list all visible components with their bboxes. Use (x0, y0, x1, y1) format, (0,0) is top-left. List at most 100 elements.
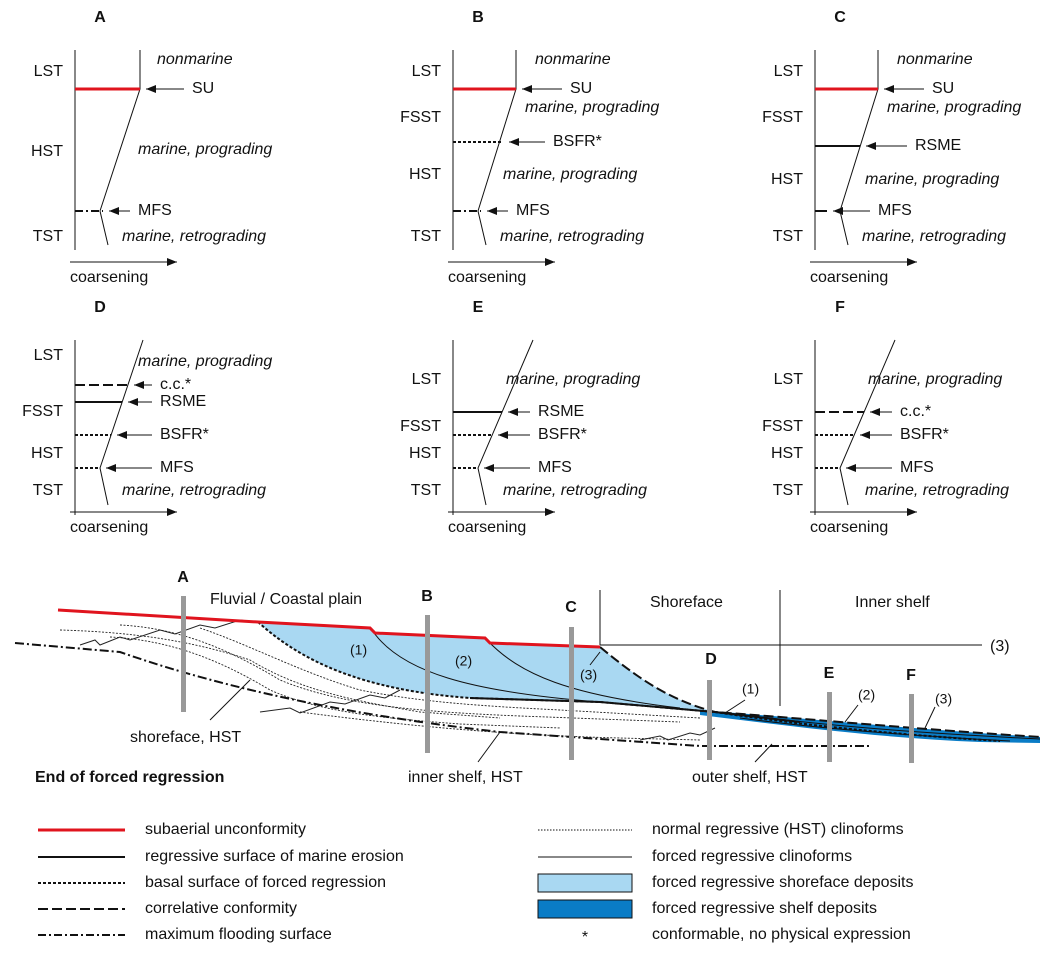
well (909, 694, 914, 763)
systems-tract: LST (34, 347, 64, 364)
panel-letter: A (94, 9, 106, 26)
legend-label: forced regressive shelf deposits (652, 900, 877, 917)
systems-tract: TST (773, 228, 803, 245)
panel-letter: E (473, 299, 484, 316)
leader (478, 732, 500, 762)
systems-tract: LST (774, 63, 804, 80)
facies: marine, retrograding (122, 482, 266, 499)
panel: FLSTFSSTHSTTSTmarine, progradingmarine, … (762, 299, 1009, 536)
section-title: End of forced regression (35, 769, 224, 786)
surface-label: c.c.* (160, 376, 191, 393)
zone-label: Shoreface (650, 594, 723, 611)
surface-label: SU (570, 80, 592, 97)
zigzag (640, 728, 715, 740)
well-label: B (421, 588, 433, 605)
systems-tract: FSST (762, 418, 803, 435)
page: Forced regression diagram body { margin:… (0, 0, 1052, 954)
well-label: D (705, 651, 717, 668)
systems-tract: HST (31, 143, 63, 160)
facies: marine, retrograding (122, 228, 266, 245)
well-label: A (177, 569, 189, 586)
legend-label: forced regressive clinoforms (652, 848, 852, 865)
panel: CLSTFSSTHSTTSTnonmarinemarine, progradin… (762, 9, 1021, 286)
deposit-label: outer shelf, HST (692, 769, 808, 786)
deposit-label: inner shelf, HST (408, 769, 523, 786)
legend-label: maximum flooding surface (145, 926, 332, 943)
facies: nonmarine (157, 51, 233, 68)
facies: marine, retrograding (503, 482, 647, 499)
facies: marine, prograding (138, 141, 272, 158)
legend: subaerial unconformity regressive surface… (38, 821, 913, 946)
surface-label: BSFR* (553, 133, 602, 150)
grain-profile (100, 340, 143, 505)
legend-label: subaerial unconformity (145, 821, 306, 838)
systems-tract: LST (412, 371, 442, 388)
axis-label: coarsening (448, 269, 526, 286)
systems-tract: FSST (22, 403, 63, 420)
facies: marine, prograding (865, 171, 999, 188)
surface-label: RSME (160, 393, 206, 410)
panel-letter: F (835, 299, 845, 316)
grain-profile (840, 340, 895, 505)
zone-label: Inner shelf (855, 594, 930, 611)
facies: marine, prograding (868, 371, 1002, 388)
clinoform-label: (1) (742, 681, 759, 697)
facies: marine, retrograding (500, 228, 644, 245)
systems-tract: HST (771, 445, 803, 462)
well (707, 680, 712, 760)
reference-label: (3) (990, 638, 1010, 655)
grain-profile (840, 50, 878, 245)
well (569, 627, 574, 760)
clinoform-label: (2) (455, 653, 472, 669)
legend-label: correlative conformity (145, 900, 297, 917)
surface-label: MFS (878, 202, 912, 219)
leader (725, 700, 745, 713)
well (425, 615, 430, 753)
facies: marine, retrograding (862, 228, 1006, 245)
facies: marine, retrograding (865, 482, 1009, 499)
surface-label: SU (932, 80, 954, 97)
surface-label: RSME (915, 137, 961, 154)
clinoform-label: (3) (935, 691, 952, 707)
surface-label: MFS (160, 459, 194, 476)
panel-letter: C (834, 9, 846, 26)
axis-label: coarsening (70, 269, 148, 286)
deposit-label: shoreface, HST (130, 729, 241, 746)
surface-label: MFS (516, 202, 550, 219)
surface-label: BSFR* (900, 426, 949, 443)
systems-tract: TST (411, 482, 441, 499)
leader (925, 707, 935, 728)
surface-label: c.c.* (900, 403, 931, 420)
body: {"panels": [ {"letter": "A", "tracts": [… (0, 0, 1052, 954)
clinoform-label: (3) (580, 667, 597, 683)
facies: marine, prograding (887, 99, 1021, 116)
grain-profile (100, 50, 140, 245)
axis-label: coarsening (810, 269, 888, 286)
facies: nonmarine (535, 51, 611, 68)
legend-label: basal surface of forced regression (145, 874, 386, 891)
systems-tract: TST (411, 228, 441, 245)
grain-profile (478, 340, 533, 505)
well-label: E (824, 665, 835, 682)
surface-label: BSFR* (160, 426, 209, 443)
systems-tract: HST (409, 445, 441, 462)
systems-tract: FSST (400, 109, 441, 126)
facies: marine, prograding (503, 166, 637, 183)
surface-label: MFS (538, 459, 572, 476)
clinoform-label: (2) (858, 687, 875, 703)
axis-label: coarsening (448, 519, 526, 536)
legend-label: regressive surface of marine erosion (145, 848, 404, 865)
axis-label: coarsening (810, 519, 888, 536)
surface-label: BSFR* (538, 426, 587, 443)
well-label: F (906, 667, 916, 684)
well (827, 692, 832, 762)
figure: ABCDEFFluvial / Coastal plainShorefaceIn… (0, 0, 1052, 954)
panel: BLSTFSSTHSTTSTnonmarinemarine, progradin… (400, 9, 659, 286)
systems-tract: LST (34, 63, 64, 80)
legend-label: normal regressive (HST) clinoforms (652, 821, 904, 838)
systems-tract: TST (773, 482, 803, 499)
surface-label: MFS (138, 202, 172, 219)
well-label: C (565, 599, 577, 616)
